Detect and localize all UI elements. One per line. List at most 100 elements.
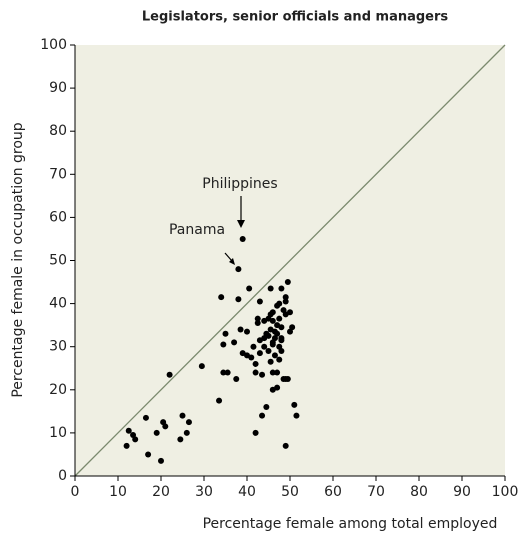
x-tick-label: 90 — [453, 484, 471, 500]
y-tick-label: 60 — [49, 209, 67, 225]
y-tick-label: 50 — [49, 253, 67, 269]
chart-title: Legislators, senior officials and manage… — [142, 10, 449, 25]
point — [179, 412, 186, 419]
point — [265, 348, 272, 355]
point — [293, 412, 300, 419]
annotation: Philippines — [202, 176, 277, 192]
point — [267, 285, 274, 292]
point — [158, 457, 164, 464]
annotation-arrowhead — [237, 220, 245, 228]
x-tick-label: 40 — [238, 484, 256, 500]
x-tick-label: 100 — [492, 484, 519, 500]
y-tick-label: 80 — [49, 123, 67, 139]
point — [252, 429, 259, 436]
point — [162, 423, 169, 430]
point — [278, 285, 285, 292]
y-tick-label: 10 — [49, 425, 67, 441]
point — [222, 330, 229, 337]
point — [284, 376, 291, 383]
point — [261, 335, 268, 342]
point — [252, 360, 259, 367]
reference-line — [74, 44, 506, 477]
point — [261, 343, 268, 350]
point — [123, 442, 130, 449]
point — [263, 404, 270, 411]
point — [276, 315, 283, 322]
point — [267, 358, 274, 365]
point — [237, 326, 244, 333]
point — [218, 294, 225, 301]
point — [198, 363, 205, 370]
point — [254, 315, 261, 322]
point — [259, 371, 266, 378]
point — [142, 414, 149, 421]
point — [282, 442, 289, 449]
x-tick-label: 10 — [109, 484, 127, 500]
point — [269, 341, 276, 348]
point — [224, 369, 231, 376]
point — [250, 343, 257, 350]
point — [254, 319, 261, 326]
x-tick-label: 80 — [410, 484, 428, 500]
point — [239, 235, 246, 242]
point — [246, 285, 253, 292]
point — [276, 356, 283, 363]
x-tick-label: 70 — [367, 484, 385, 500]
point — [248, 354, 255, 361]
point — [291, 401, 298, 408]
annotation: Panama — [169, 222, 225, 238]
point — [278, 324, 285, 331]
point — [220, 369, 227, 376]
x-tick-label: 50 — [281, 484, 299, 500]
point — [125, 427, 132, 434]
y-tick-label: 20 — [49, 382, 67, 398]
x-tick-label: 30 — [195, 484, 213, 500]
y-tick-label: 30 — [49, 339, 67, 355]
point — [252, 369, 259, 376]
point — [282, 298, 289, 305]
y-tick-label: 0 — [58, 468, 67, 484]
point — [235, 296, 242, 303]
point — [132, 436, 139, 443]
point — [185, 419, 192, 426]
point — [278, 335, 285, 342]
point — [259, 412, 266, 419]
point — [166, 371, 173, 378]
y-axis-label: Percentage female in occupation group — [10, 122, 26, 397]
point — [256, 298, 263, 305]
point — [276, 300, 283, 307]
point — [183, 429, 190, 436]
point — [177, 436, 184, 443]
point — [282, 294, 289, 301]
point — [278, 348, 285, 355]
y-tick-label: 40 — [49, 296, 67, 312]
point — [216, 397, 223, 404]
x-tick-label: 20 — [152, 484, 170, 500]
point — [244, 328, 250, 335]
annotation-arrow — [224, 252, 233, 262]
point — [274, 369, 281, 376]
point — [269, 369, 276, 376]
point — [153, 429, 160, 436]
point — [145, 451, 152, 458]
x-tick-label: 0 — [71, 484, 80, 500]
y-tick-label: 70 — [49, 166, 67, 182]
point — [220, 341, 227, 348]
point — [269, 309, 276, 316]
x-tick-label: 60 — [324, 484, 342, 500]
y-tick-label: 90 — [49, 80, 67, 96]
point — [231, 339, 238, 346]
annotation-arrowhead — [229, 258, 235, 265]
point — [235, 266, 242, 273]
point — [274, 384, 281, 391]
point — [256, 350, 263, 357]
point — [269, 317, 276, 324]
point — [289, 324, 296, 331]
point — [267, 326, 274, 333]
point — [271, 352, 278, 359]
y-tick-label: 100 — [40, 37, 67, 53]
point — [284, 279, 291, 286]
point — [233, 376, 240, 383]
